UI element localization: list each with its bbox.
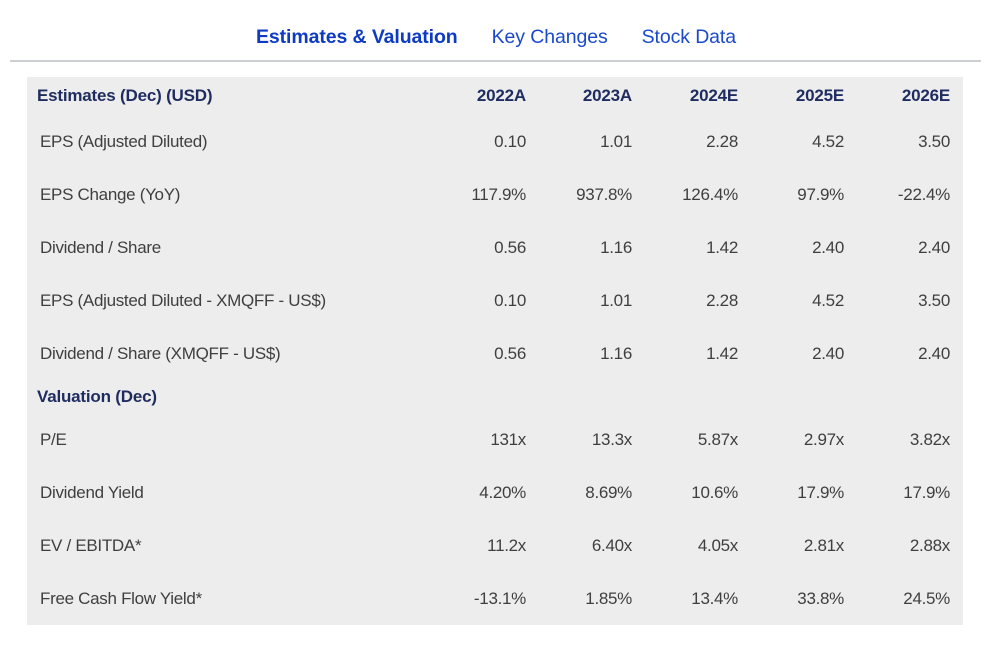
value-cell: 3.50 bbox=[918, 131, 950, 151]
value-cell: 4.52 bbox=[812, 131, 844, 151]
value-cell: 6.40x bbox=[591, 535, 632, 555]
value-cell: 0.10 bbox=[494, 131, 526, 151]
table-row-dividend-yield: Dividend Yield 4.20% 8.69% 10.6% 17.9% 17.9% bbox=[27, 466, 950, 519]
value-cell: 2.28 bbox=[706, 131, 738, 151]
column-header-2022a: 2022A bbox=[476, 86, 526, 105]
value-cell: 4.05x bbox=[697, 535, 738, 555]
table-row-dividend-share: Dividend / Share 0.56 1.16 1.42 2.40 2.40 bbox=[27, 221, 950, 274]
table-row-eps-adjusted-diluted: EPS (Adjusted Diluted) 0.10 1.01 2.28 4.52 3.… bbox=[27, 115, 950, 168]
section-header-row: Valuation (Dec) bbox=[27, 380, 950, 413]
column-header-2023a: 2023A bbox=[582, 86, 632, 105]
value-cell: 3.82x bbox=[909, 429, 950, 449]
value-cell: 937.8% bbox=[576, 184, 632, 204]
value-cell: 2.40 bbox=[918, 343, 950, 363]
row-label: Dividend / Share bbox=[40, 237, 161, 257]
value-cell: 13.3x bbox=[591, 429, 632, 449]
value-cell: 1.16 bbox=[600, 343, 632, 363]
value-cell: 10.6% bbox=[691, 482, 738, 502]
value-cell: 2.97x bbox=[803, 429, 844, 449]
value-cell: 97.9% bbox=[797, 184, 844, 204]
value-cell: 0.56 bbox=[494, 237, 526, 257]
value-cell: 2.40 bbox=[918, 237, 950, 257]
value-cell: 117.9% bbox=[471, 184, 526, 204]
tab-divider bbox=[10, 60, 981, 62]
value-cell: 11.2x bbox=[487, 535, 526, 555]
row-label: P/E bbox=[40, 429, 67, 449]
table-row-ev-ebitda: EV / EBITDA* 11.2x 6.40x 4.05x 2.81x 2.88x bbox=[27, 519, 950, 572]
value-cell: 1.01 bbox=[600, 131, 632, 151]
row-label: EPS Change (YoY) bbox=[40, 184, 181, 204]
value-cell: 131x bbox=[490, 429, 526, 449]
value-cell: 1.85% bbox=[585, 588, 632, 608]
table-row-eps-adjusted-diluted-xmqff-us: EPS (Adjusted Diluted - XMQFF - US$) 0.10… bbox=[27, 274, 950, 327]
row-label: EV / EBITDA* bbox=[40, 535, 142, 555]
row-label: Dividend Yield bbox=[40, 482, 144, 502]
value-cell: -13.1% bbox=[473, 588, 526, 608]
section-title: Valuation (Dec) bbox=[37, 386, 157, 406]
value-cell: 13.4% bbox=[691, 588, 738, 608]
value-cell: 2.40 bbox=[812, 343, 844, 363]
value-cell: 1.42 bbox=[706, 343, 738, 363]
section-title: Estimates (Dec) (USD) bbox=[37, 86, 213, 105]
value-cell: 4.52 bbox=[812, 290, 844, 310]
table-panel: Estimates (Dec) (USD) 2022A 2023A 2024E 2025… bbox=[27, 77, 963, 625]
value-cell: 0.56 bbox=[494, 343, 526, 363]
value-cell: 33.8% bbox=[797, 588, 844, 608]
value-cell: 1.01 bbox=[600, 290, 632, 310]
table-row-dividend-share-xmqff-us: Dividend / Share (XMQFF - US$) 0.56 1.16 1.… bbox=[27, 327, 950, 380]
value-cell: 2.81x bbox=[803, 535, 844, 555]
row-label: EPS (Adjusted Diluted) bbox=[40, 131, 208, 151]
row-label: Dividend / Share (XMQFF - US$) bbox=[40, 343, 281, 363]
value-cell: -22.4% bbox=[897, 184, 950, 204]
table-row-p-e: P/E 131x 13.3x 5.87x 2.97x 3.82x bbox=[27, 413, 950, 466]
value-cell: 17.9% bbox=[797, 482, 844, 502]
column-header-2025e: 2025E bbox=[795, 86, 844, 105]
value-cell: 1.42 bbox=[706, 237, 738, 257]
value-cell: 5.87x bbox=[697, 429, 738, 449]
row-label: Free Cash Flow Yield* bbox=[40, 588, 202, 608]
table-row-free-cash-flow-yield: Free Cash Flow Yield* -13.1% 1.85% 13.4% 33.… bbox=[27, 572, 950, 625]
section-header-row: Estimates (Dec) (USD) 2022A 2023A 2024E 2025… bbox=[27, 77, 950, 115]
value-cell: 0.10 bbox=[494, 290, 526, 310]
column-header-2024e: 2024E bbox=[689, 86, 738, 105]
value-cell: 17.9% bbox=[903, 482, 950, 502]
column-header-2026e: 2026E bbox=[901, 86, 950, 105]
value-cell: 2.28 bbox=[706, 290, 738, 310]
value-cell: 1.16 bbox=[600, 237, 632, 257]
value-cell: 2.88x bbox=[909, 535, 950, 555]
value-cell: 4.20% bbox=[479, 482, 526, 502]
value-cell: 3.50 bbox=[918, 290, 950, 310]
value-cell: 2.40 bbox=[812, 237, 844, 257]
row-label: EPS (Adjusted Diluted - XMQFF - US$) bbox=[40, 290, 326, 310]
value-cell: 8.69% bbox=[585, 482, 632, 502]
value-cell: 126.4% bbox=[682, 184, 738, 204]
tab-bar: Estimates & Valuation Key Changes Stock Da… bbox=[0, 18, 992, 56]
table-row-eps-change-yoy: EPS Change (YoY) 117.9% 937.8% 126.4% 97.9% -… bbox=[27, 168, 950, 221]
tab-estimates-valuation[interactable]: Estimates & Valuation bbox=[255, 25, 458, 48]
tab-key-changes[interactable]: Key Changes bbox=[491, 25, 608, 48]
tab-stock-data[interactable]: Stock Data bbox=[641, 25, 736, 48]
value-cell: 24.5% bbox=[903, 588, 950, 608]
